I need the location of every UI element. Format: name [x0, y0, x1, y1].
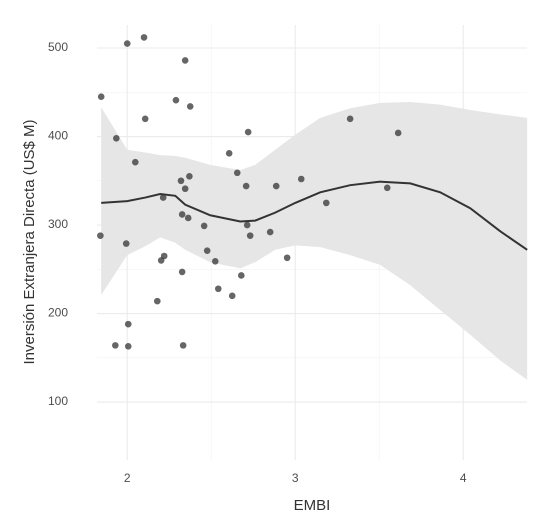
point: [154, 297, 161, 305]
point: [211, 258, 219, 265]
point: [394, 129, 402, 137]
point: [141, 115, 149, 123]
point: [237, 272, 245, 279]
y-axis-title: Inversión Extranjera Directa (US$ M): [21, 119, 38, 364]
y-tick-label: 100: [48, 394, 68, 408]
point: [243, 221, 251, 229]
point: [159, 194, 167, 201]
point: [283, 254, 291, 262]
point: [186, 103, 194, 110]
point: [131, 158, 139, 166]
y-tick-label: 400: [48, 129, 68, 143]
point: [184, 214, 192, 222]
y-tick-label: 300: [48, 217, 68, 231]
point: [200, 222, 208, 230]
point: [122, 240, 130, 247]
point: [178, 211, 186, 218]
plot: [97, 34, 528, 380]
point: [214, 285, 222, 293]
point: [113, 134, 120, 142]
point: [178, 268, 186, 276]
point: [140, 34, 148, 41]
confidence-band: [101, 101, 528, 380]
point: [246, 232, 254, 239]
point: [297, 175, 305, 183]
point: [233, 169, 241, 177]
x-tick-label: 3: [292, 471, 299, 485]
point: [242, 182, 250, 190]
point: [181, 185, 189, 193]
point: [179, 342, 187, 349]
smooth-line: [101, 180, 528, 251]
point: [272, 182, 280, 190]
point: [181, 57, 189, 64]
point: [124, 320, 132, 328]
point: [157, 257, 165, 264]
point: [97, 232, 104, 239]
point: [124, 342, 132, 350]
point: [383, 184, 391, 192]
point: [266, 228, 274, 236]
point: [225, 150, 233, 157]
point: [97, 93, 105, 100]
x-axis-title: EMBI: [294, 497, 331, 514]
x-tick-label: 2: [124, 471, 131, 485]
x-tick-label: 4: [460, 471, 467, 485]
point: [203, 247, 211, 254]
point: [123, 40, 131, 47]
point: [177, 177, 185, 185]
y-tick-label: 200: [48, 306, 68, 320]
point: [172, 96, 180, 104]
point: [186, 173, 193, 180]
point: [112, 342, 119, 349]
point: [346, 115, 354, 123]
y-tick-label: 500: [48, 40, 68, 54]
point: [244, 128, 252, 136]
point: [322, 199, 330, 207]
point: [228, 292, 236, 300]
